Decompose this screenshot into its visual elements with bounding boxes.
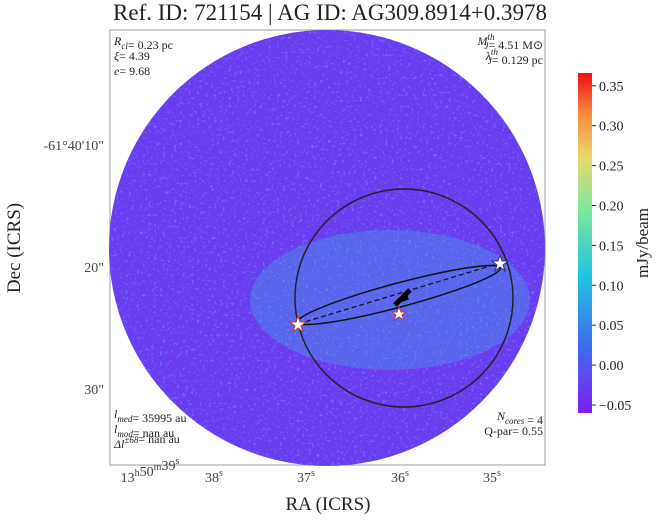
tick-main: 13 xyxy=(121,471,135,486)
tick-sup: h xyxy=(135,468,140,479)
x-tick-label: 36s xyxy=(391,468,409,486)
annotation-text: = 4.51 M xyxy=(489,38,534,52)
y-tick-label: -61°40'10" xyxy=(44,139,105,154)
annotation-text: ⊙ xyxy=(533,38,543,52)
annotation: e= 9.68 xyxy=(114,64,150,78)
annotation: Rcl= 0.23 pc xyxy=(113,34,173,52)
tick-main: 36 xyxy=(391,471,405,486)
x-tick-label: 37s xyxy=(297,468,315,486)
annotation: Ncores = 4 xyxy=(496,409,543,427)
colorbar-tick-label: 0.25 xyxy=(599,160,624,175)
colorbar-tick-label: 0.05 xyxy=(599,319,624,334)
chart-title: Ref. ID: 721154 | AG ID: AG309.8914+0.39… xyxy=(113,0,547,25)
annotation-text: λ xyxy=(485,49,491,63)
tick-sup: s xyxy=(219,468,223,479)
annotation-text: = 4.39 xyxy=(119,49,150,63)
colorbar-tick-label: 0.00 xyxy=(599,359,624,374)
annotation-sup: th xyxy=(491,47,499,57)
tick-sup: s xyxy=(405,468,409,479)
y-tick-label: 30" xyxy=(84,383,104,398)
annotation-sub: J xyxy=(488,56,493,66)
tick-sup: m xyxy=(154,462,162,473)
x-tick-label: 35s xyxy=(483,468,501,486)
tick-sup: s xyxy=(311,468,315,479)
tick-main: 37 xyxy=(297,471,311,486)
annotation-text: = 0.129 pc xyxy=(492,53,543,67)
annotation-sub: cl xyxy=(121,41,128,51)
annotation: lmed= 35995 au xyxy=(114,407,186,425)
circle xyxy=(294,188,514,408)
colorbar-tick-label: −0.05 xyxy=(599,399,631,414)
annotation-text: l xyxy=(114,407,118,421)
annotation: lmod= nan au xyxy=(114,422,174,440)
annotation-sup: ±68 xyxy=(124,435,138,445)
annotation: ξ= 4.39 xyxy=(114,49,150,63)
annotation-text: Δl xyxy=(113,437,125,451)
axis-line xyxy=(297,262,501,325)
colorbar-tick-label: 0.30 xyxy=(599,120,624,135)
x-axis-label: RA (ICRS) xyxy=(286,494,371,515)
tick-sup: s xyxy=(175,456,179,467)
annotation-sub: mod xyxy=(117,429,133,439)
tick-main: 50 xyxy=(140,465,154,480)
annotation-text: ξ xyxy=(114,49,120,63)
annotation-text: Q-par= 0.55 xyxy=(484,424,543,438)
star xyxy=(288,314,308,334)
annotation: Δl±68= nan au xyxy=(113,432,180,451)
annotation-text: M xyxy=(476,34,488,48)
colorbar xyxy=(578,73,592,413)
annotation-text: = 9.68 xyxy=(119,64,150,78)
annotation-text: l xyxy=(114,422,118,436)
tick-main: 35 xyxy=(483,471,497,486)
annotation-sub: med xyxy=(117,414,132,424)
annotation: λth J= 0.129 pc xyxy=(485,47,543,67)
annotation: Mth J= 4.51 M⊙ xyxy=(476,32,543,52)
x-tick-label: 13h50m39s xyxy=(121,456,180,486)
y-axis-label: Dec (ICRS) xyxy=(4,203,25,293)
annotation-sub: cores xyxy=(505,416,525,426)
annotation-text: = 0.23 pc xyxy=(128,38,173,52)
annotation-text: = 4 xyxy=(524,413,543,427)
annotation: Q-par= 0.55 xyxy=(484,424,543,438)
star xyxy=(390,305,408,322)
annotation-sup: th xyxy=(487,32,495,42)
colorbar-label: mJy/beam xyxy=(633,208,652,278)
colorbar-tick-label: 0.15 xyxy=(599,239,624,254)
y-tick-label: 20" xyxy=(84,261,104,276)
tick-sup: s xyxy=(497,468,501,479)
colorbar-tick-label: 0.20 xyxy=(599,199,624,214)
star xyxy=(490,253,510,273)
intensity-map xyxy=(109,30,545,466)
tick-main: 39 xyxy=(161,459,175,474)
colorbar-tick-label: 0.10 xyxy=(599,279,624,294)
annotation-text: N xyxy=(496,409,506,423)
annotation-text: = nan au xyxy=(138,432,179,446)
core xyxy=(393,288,412,307)
annotation-sub: J xyxy=(485,41,490,51)
annotation-text: = 35995 au xyxy=(132,411,186,425)
annotation-text: e xyxy=(114,64,120,78)
annotation-text: = nan au xyxy=(133,426,174,440)
tick-main: 38 xyxy=(205,471,219,486)
colorbar-tick-label: 0.35 xyxy=(599,80,624,95)
annotation-text: R xyxy=(113,34,122,48)
x-tick-label: 38s xyxy=(205,468,223,486)
